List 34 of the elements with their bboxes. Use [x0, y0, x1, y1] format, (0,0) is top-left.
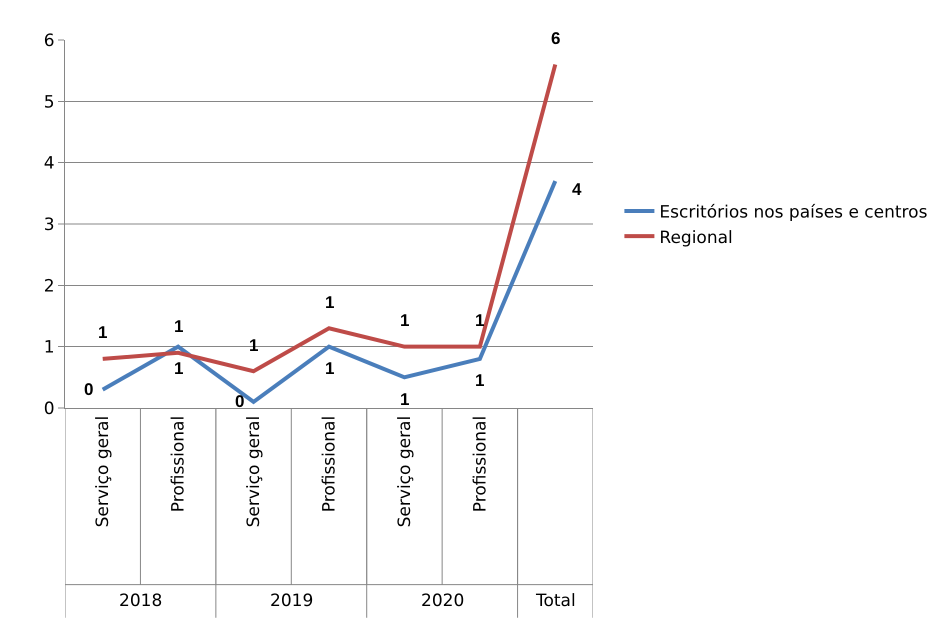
legend-label: Escritórios nos países e centros — [659, 202, 928, 223]
x-tick-label: Serviço geral — [394, 416, 415, 528]
text: 2018 — [119, 591, 162, 611]
y-tick-label: 1 — [44, 338, 55, 358]
x-tick-label: Profissional — [320, 416, 340, 512]
data-label: 6 — [551, 29, 560, 48]
data-label: 0 — [235, 392, 244, 411]
data-label: 1 — [98, 323, 108, 342]
y-tick-label: 0 — [44, 398, 55, 419]
line-series — [100, 62, 558, 374]
y-tick-label: 2 — [44, 276, 55, 296]
y-tick-label: 3 — [44, 214, 55, 235]
x-tick-label: Profissional — [168, 416, 189, 512]
text: 2019 — [270, 591, 314, 611]
data-label: 1 — [174, 317, 184, 336]
legend-label: Regional — [659, 228, 733, 248]
data-label: 4 — [572, 180, 582, 199]
y-tick-label: 4 — [44, 154, 55, 174]
data-label: 1 — [325, 359, 334, 378]
text: Total — [535, 591, 576, 611]
data-label: 1 — [325, 293, 334, 312]
x-tick-label: Serviço geral — [93, 416, 114, 528]
data-label: 1 — [400, 311, 410, 330]
text: 2020 — [421, 591, 464, 611]
data-label: 1 — [475, 311, 484, 330]
data-label: 1 — [249, 336, 258, 355]
y-tick-label: 6 — [44, 30, 55, 51]
data-label: 1 — [174, 359, 184, 378]
x-tick-label: Profissional — [470, 416, 490, 512]
data-label: 1 — [475, 371, 484, 390]
y-tick-label: 5 — [44, 92, 55, 112]
x-tick-label: Serviço geral — [244, 416, 264, 528]
data-label: 0 — [84, 380, 94, 399]
data-label: 1 — [400, 390, 410, 409]
